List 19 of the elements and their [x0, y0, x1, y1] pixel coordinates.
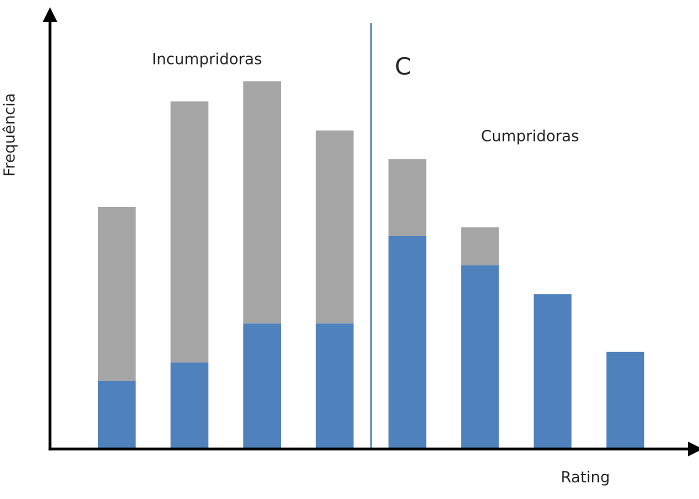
bar — [461, 265, 499, 449]
bar — [316, 323, 354, 449]
bar — [170, 101, 208, 362]
text: Incumpridoras — [153, 52, 262, 68]
bar — [534, 294, 572, 449]
bar — [98, 380, 136, 449]
bar — [98, 206, 136, 381]
bar — [461, 227, 499, 266]
text: C — [396, 56, 410, 75]
x-axis-title: Rating — [562, 470, 609, 486]
bar — [170, 362, 208, 449]
bar — [388, 236, 426, 449]
bar — [388, 159, 426, 236]
bar — [606, 352, 644, 449]
bar — [243, 323, 281, 449]
annotation: Cumpridoras — [482, 130, 578, 144]
bar — [316, 130, 354, 324]
y-axis-title: Frequência — [2, 94, 18, 176]
bar — [243, 81, 281, 324]
